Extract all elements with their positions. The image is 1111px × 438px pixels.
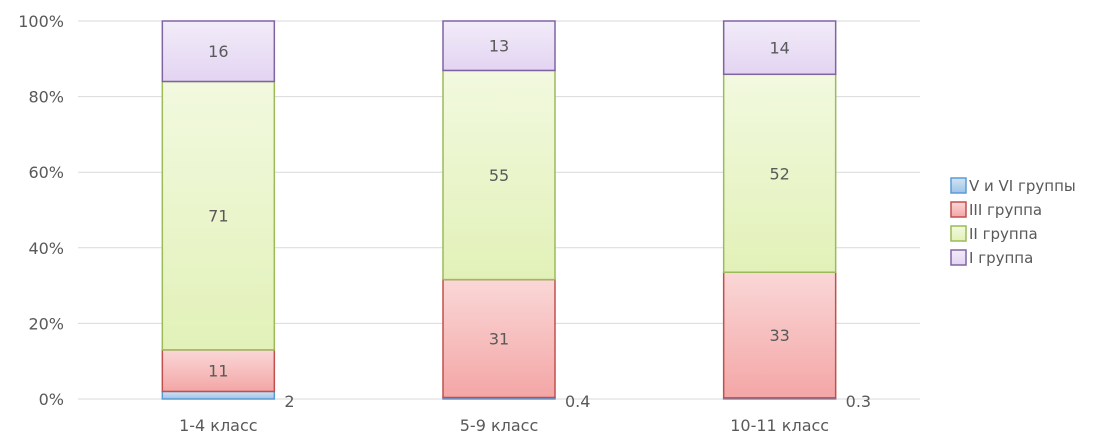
bar-2-2: [722, 73, 837, 273]
y-axis: 0% 20% 40% 60% 80% 100%: [18, 12, 64, 409]
legend-label-0: V и VI группы: [969, 177, 1076, 195]
data-label-0-1: 11: [208, 362, 228, 381]
bar-0-0: [161, 390, 276, 400]
data-label-0-0: 2: [284, 392, 294, 411]
data-label-1-3: 13: [489, 37, 509, 56]
y-tick-label-0: 0%: [39, 390, 64, 409]
legend-swatch-1: [950, 201, 967, 218]
data-label-1-1: 31: [489, 330, 509, 349]
bar-2-3: [722, 20, 837, 76]
legend-swatch-3: [950, 249, 967, 266]
y-tick-label-3: 60%: [28, 163, 64, 182]
data-label-1-2: 55: [489, 166, 509, 185]
data-label-0-2: 71: [208, 207, 228, 226]
x-tick-label-1: 5-9 класс: [460, 416, 539, 435]
bar-0-1: [161, 349, 276, 393]
data-label-2-0: 0.3: [846, 392, 871, 411]
bar-0-2: [161, 80, 276, 351]
y-tick-label-1: 20%: [28, 314, 64, 333]
bars: [161, 20, 837, 400]
legend-swatch-2: [950, 225, 967, 242]
x-tick-label-2: 10-11 класс: [730, 416, 829, 435]
x-tick-label-0: 1-4 класс: [179, 416, 258, 435]
bar-0-3: [161, 20, 276, 83]
x-axis: 1-4 класс 5-9 класс 10-11 класс: [179, 416, 829, 435]
legend: V и VI группы III группа II группа I группа: [950, 177, 1076, 267]
y-tick-label-5: 100%: [18, 12, 64, 31]
data-label-2-3: 14: [769, 39, 789, 58]
y-tick-label-4: 80%: [28, 88, 64, 107]
data-labels: 2 11 71 16 0.4 31 55 13 0.3 33 52 14: [208, 37, 871, 411]
legend-swatch-0: [950, 177, 967, 194]
data-label-2-2: 52: [769, 164, 789, 183]
legend-label-1: III группа: [969, 201, 1042, 219]
bar-1-3: [442, 20, 556, 72]
legend-label-2: II группа: [969, 225, 1038, 243]
data-label-2-1: 33: [769, 326, 789, 345]
data-label-1-0: 0.4: [565, 392, 590, 411]
y-tick-label-2: 40%: [28, 239, 64, 258]
legend-label-3: I группа: [969, 249, 1033, 267]
data-label-0-3: 16: [208, 42, 228, 61]
